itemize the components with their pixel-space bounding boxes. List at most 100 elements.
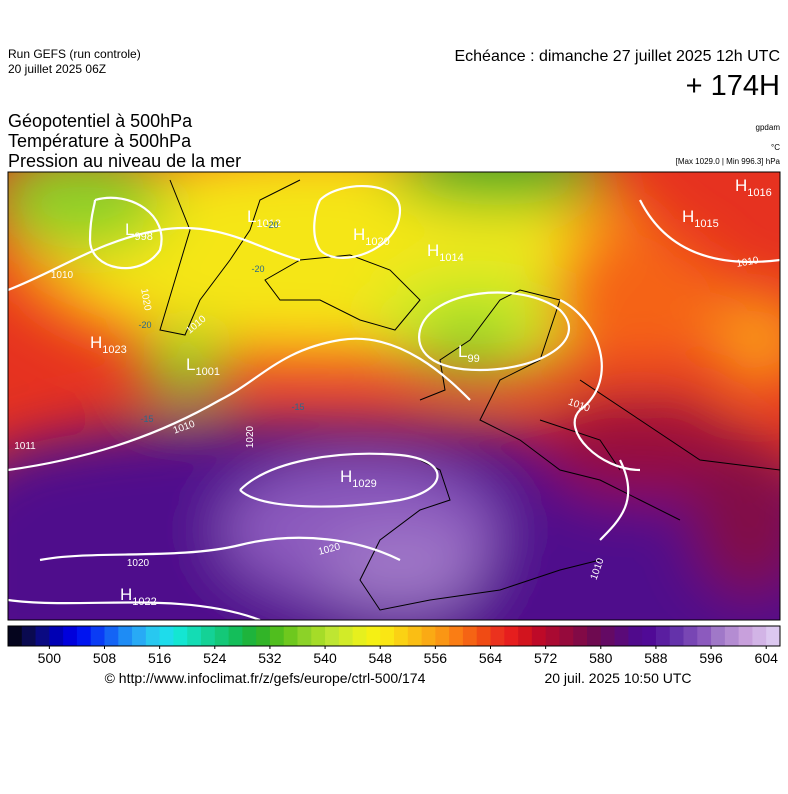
unit: °C <box>771 143 780 152</box>
colorbar-tick-label: 564 <box>479 650 503 666</box>
color-swatch <box>380 626 395 646</box>
color-swatch <box>256 626 271 646</box>
color-swatch <box>297 626 312 646</box>
temperature-label: -20 <box>251 264 264 274</box>
unit: gpdam <box>756 123 781 132</box>
center-type: L <box>186 355 195 374</box>
pressure-center: L998 <box>125 220 153 243</box>
title: Géopotentiel à 500hPa <box>8 111 193 131</box>
color-swatch <box>421 626 436 646</box>
colorbar-tick-label: 556 <box>424 650 448 666</box>
source-url: © http://www.infoclimat.fr/z/gefs/europe… <box>105 670 426 686</box>
lead-time: + 174H <box>686 70 780 102</box>
valid-time: Echéance : dimanche 27 juillet 2025 12h … <box>454 48 780 65</box>
center-type: L <box>125 220 134 239</box>
colorbar-tick-label: 524 <box>203 650 227 666</box>
pressure-center: L1012 <box>247 207 281 230</box>
center-value: 1022 <box>132 596 156 608</box>
color-swatch <box>201 626 216 646</box>
color-swatch <box>145 626 161 646</box>
color-swatch <box>214 626 229 646</box>
color-swatch <box>118 626 133 646</box>
color-swatch <box>697 626 712 646</box>
colorbar-tick-label: 580 <box>589 650 613 666</box>
isobar-label: 1020 <box>127 558 150 569</box>
color-swatch <box>325 626 340 646</box>
color-swatch <box>90 626 105 646</box>
center-value: 1001 <box>195 366 219 378</box>
title: Température à 500hPa <box>8 131 192 151</box>
color-swatch <box>352 626 367 646</box>
pressure-center: H1015 <box>682 207 719 230</box>
color-swatch <box>504 626 519 646</box>
color-swatch <box>683 626 698 646</box>
color-swatch <box>132 626 147 646</box>
color-swatch <box>228 626 243 646</box>
colorbar-tick-label: 508 <box>93 650 117 666</box>
color-swatch <box>104 626 119 646</box>
color-swatch <box>269 626 285 646</box>
color-swatch <box>642 626 657 646</box>
color-swatch <box>655 626 671 646</box>
center-type: H <box>340 467 352 486</box>
color-swatch <box>394 626 409 646</box>
color-swatch <box>366 626 381 646</box>
color-swatch <box>587 626 602 646</box>
color-swatch <box>338 626 354 646</box>
color-swatch <box>8 626 23 646</box>
color-swatch <box>173 626 188 646</box>
color-swatch <box>435 626 450 646</box>
pressure-center: L1001 <box>186 355 220 378</box>
field <box>8 172 780 620</box>
run-date: 20 juillet 2025 06Z <box>8 62 106 76</box>
center-value: 1015 <box>694 218 718 230</box>
unit: [Max 1029.0 | Min 996.3] hPa <box>676 157 781 166</box>
color-swatch <box>449 626 464 646</box>
color-swatch <box>63 626 78 646</box>
color-swatch <box>518 626 533 646</box>
center-value: 99 <box>467 353 479 365</box>
center-value: 1012 <box>256 218 280 230</box>
colorbar-tick-label: 532 <box>258 650 282 666</box>
colorbar-tick-label: 516 <box>148 650 172 666</box>
color-swatch <box>573 626 588 646</box>
color-swatch <box>242 626 257 646</box>
center-type: H <box>90 333 102 352</box>
center-value: 1016 <box>747 187 771 199</box>
pressure-center: H1020 <box>353 225 390 248</box>
pressure-center: H1029 <box>340 467 377 490</box>
color-swatch <box>600 626 615 646</box>
colorbar: 500 508 516 524 532 540 548 556 564 572 580 588 596 6… <box>7 625 781 666</box>
color-swatch <box>628 626 643 646</box>
temperature-label: -20 <box>265 220 278 230</box>
center-value: 1014 <box>439 252 463 264</box>
color-swatch <box>76 626 92 646</box>
colorbar-tick-label: 548 <box>369 650 393 666</box>
title: Pression au niveau de la mer <box>8 151 241 171</box>
color-swatch <box>283 626 298 646</box>
pressure-center: H1023 <box>90 333 127 356</box>
color-swatch <box>614 626 629 646</box>
color-swatch <box>752 626 767 646</box>
run-label: Run GEFS (run controle) <box>8 47 141 61</box>
color-swatch <box>559 626 574 646</box>
center-value: 1020 <box>365 236 389 248</box>
color-swatch <box>738 626 753 646</box>
color-swatch <box>407 626 422 646</box>
colorbar-tick-label: 540 <box>313 650 337 666</box>
temperature-label: -15 <box>291 402 304 412</box>
temperature-label: -20 <box>138 320 151 330</box>
center-value: 1023 <box>102 344 126 356</box>
center-type: H <box>735 176 747 195</box>
color-swatch <box>21 626 36 646</box>
isobar-label: 1020 <box>245 425 256 448</box>
colorbar-tick-label: 588 <box>644 650 668 666</box>
center-value: 998 <box>134 231 152 243</box>
colorbar-tick-label: 596 <box>699 650 723 666</box>
coastlines <box>159 179 780 611</box>
colorbar-tick-label: 604 <box>755 650 779 666</box>
color-swatch <box>476 626 491 646</box>
pressure-center: H1016 <box>735 176 772 199</box>
